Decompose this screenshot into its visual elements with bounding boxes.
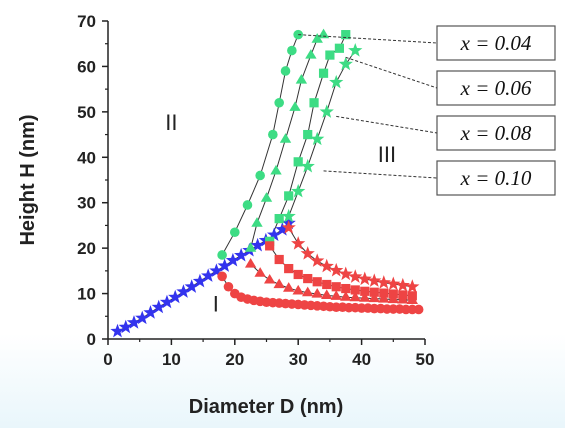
red-star-point (291, 236, 305, 250)
red-star-point (320, 259, 334, 273)
green-circle-point (287, 46, 297, 56)
x-tick-label: 20 (225, 350, 244, 369)
green-circle-point (281, 66, 291, 76)
legend-leader-line (346, 57, 437, 88)
x-tick-label: 30 (289, 350, 308, 369)
red-star-point (348, 269, 362, 283)
red-triangle-point (312, 288, 323, 298)
y-tick-label: 20 (77, 239, 96, 258)
x-axis-label: Diameter D (nm) (189, 396, 343, 418)
y-tick-label: 50 (77, 103, 96, 122)
green-circle-point (243, 200, 253, 210)
red-square-point (303, 274, 312, 283)
red-square-point (370, 288, 379, 297)
legend-leader-line (324, 171, 437, 178)
x-tick-label: 0 (103, 350, 112, 369)
plot-axes: 0 10 20 30 40 50 0 10 20 30 40 50 60 70 (77, 12, 434, 369)
legend-entry-label: x = 0.06 (460, 76, 532, 100)
green-triangle-point (251, 217, 262, 227)
red-square-point (294, 270, 303, 279)
region-label: III (378, 142, 396, 167)
red-triangle-point (264, 274, 275, 284)
green-triangle-point (270, 165, 281, 175)
green-circle-point (274, 98, 284, 108)
green-circle-point (255, 171, 265, 181)
red-square-point (322, 280, 331, 289)
green-triangle-point (261, 192, 272, 202)
red-square-point (341, 284, 350, 293)
green-square-point (284, 191, 293, 200)
y-tick-label: 0 (87, 330, 96, 349)
red-square-point (408, 291, 417, 300)
green-square-point (335, 44, 344, 53)
red-square-point (275, 255, 284, 264)
red-star-point (358, 272, 372, 286)
legend-leader-line (336, 116, 437, 133)
green-triangle-point (280, 133, 291, 143)
green-star-point (348, 43, 362, 57)
green-circle-point (230, 227, 240, 237)
green-star-point (320, 104, 334, 118)
green-square-point (275, 214, 284, 223)
red-square-point (313, 277, 322, 286)
red-square-point (398, 290, 407, 299)
y-tick-label: 70 (77, 12, 96, 31)
red-square-point (379, 289, 388, 298)
red-circle-point (217, 272, 227, 282)
y-tick-label: 10 (77, 285, 96, 304)
fit-curves (118, 35, 419, 332)
red-square-point (332, 282, 341, 291)
red-triangle-point (245, 258, 256, 268)
x-tick-label: 10 (162, 350, 181, 369)
green-square-point (294, 157, 303, 166)
red-star-point (367, 273, 381, 287)
red-circle-point (414, 305, 424, 315)
legend-entry-label: x = 0.04 (460, 31, 532, 55)
legend-entry-label: x = 0.10 (460, 166, 532, 190)
data-markers (110, 29, 423, 338)
x-tick-label: 50 (416, 350, 435, 369)
legend-entry-label: x = 0.08 (460, 121, 532, 145)
x-tick-label: 40 (352, 350, 371, 369)
green-triangle-point (289, 101, 300, 111)
y-axis-label: Height H (nm) (17, 114, 39, 245)
red-square-point (265, 241, 274, 250)
y-tick-label: 60 (77, 57, 96, 76)
y-tick-label: 30 (77, 194, 96, 213)
y-tick-label: 40 (77, 148, 96, 167)
green-star-point (329, 75, 343, 89)
green-triangle-point (296, 74, 307, 84)
red-triangle-point (331, 290, 342, 300)
region-label: II (165, 110, 177, 135)
red-triangle-point (321, 289, 332, 299)
green-triangle-point (305, 49, 316, 59)
red-square-point (360, 287, 369, 296)
green-circle-point (268, 130, 278, 140)
green-square-point (303, 130, 312, 139)
red-square-point (389, 289, 398, 298)
red-square-point (351, 285, 360, 294)
green-square-point (325, 50, 334, 59)
region-label: I (213, 292, 219, 317)
green-triangle-point (318, 29, 329, 39)
green-square-point (309, 98, 318, 107)
red-square-point (284, 264, 293, 273)
green-square-point (319, 69, 328, 78)
green-circle-point (217, 250, 227, 260)
